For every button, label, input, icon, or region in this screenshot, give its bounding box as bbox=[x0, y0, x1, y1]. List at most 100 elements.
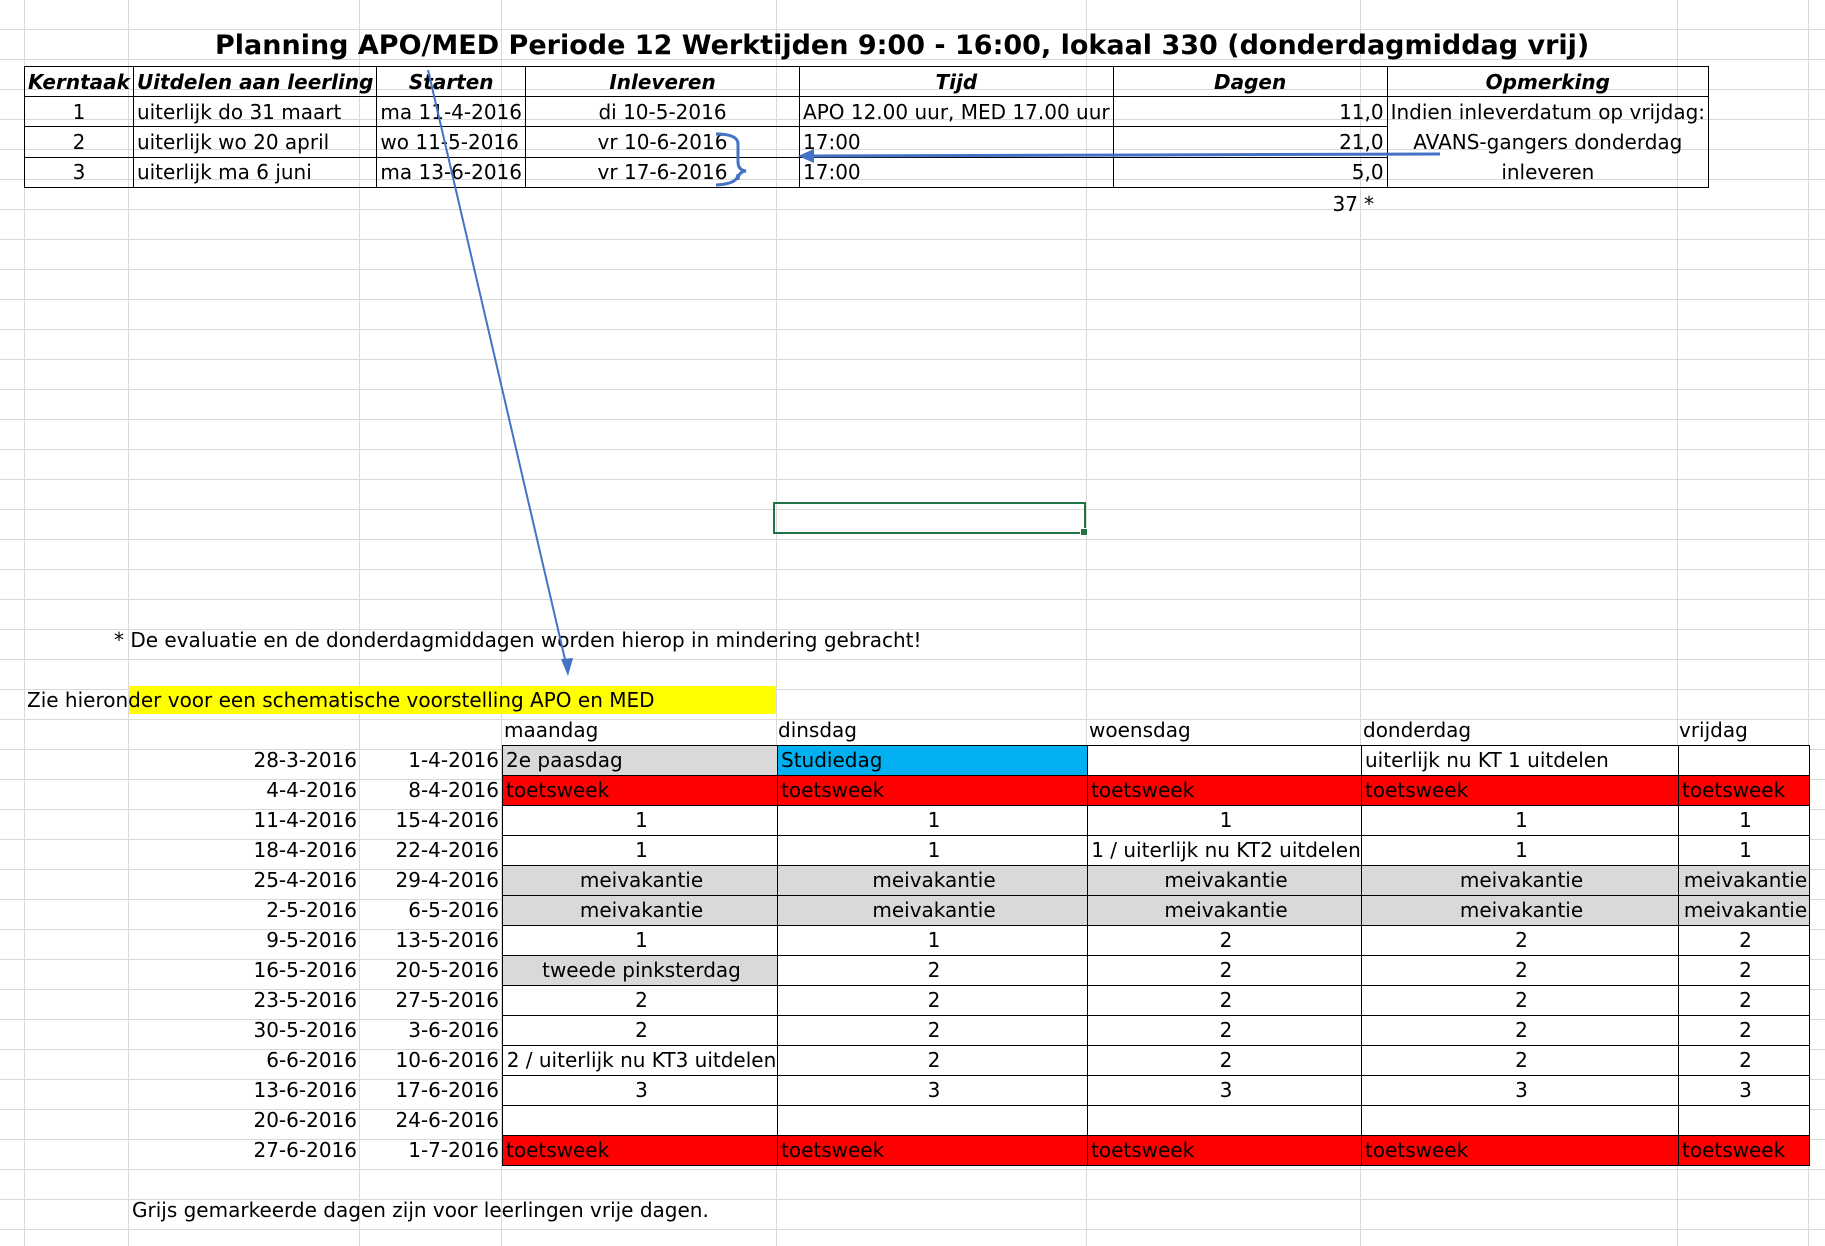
kerntaak-cell[interactable]: 3 bbox=[24, 156, 134, 189]
uitdelen-cell[interactable]: uiterlijk ma 6 juni bbox=[132, 156, 378, 189]
schedule-cell-dinsdag[interactable]: 1 bbox=[777, 805, 1088, 836]
schedule-cell-donderdag[interactable]: toetsweek bbox=[1361, 775, 1679, 806]
week-end-date[interactable]: 20-5-2016 bbox=[395, 958, 499, 982]
schedule-cell-woensdag[interactable]: meivakantie bbox=[1087, 895, 1362, 926]
week-start-date[interactable]: 30-5-2016 bbox=[253, 1018, 357, 1042]
schedule-cell-woensdag[interactable] bbox=[1087, 1105, 1362, 1136]
week-start-date[interactable]: 9-5-2016 bbox=[266, 928, 357, 952]
opmerking-line-2: AVANS-gangers donderdag bbox=[1413, 130, 1683, 154]
schedule-cell-vrijdag[interactable]: 2 bbox=[1678, 1015, 1810, 1046]
schedule-cell-maandag[interactable]: 1 bbox=[502, 805, 778, 836]
starten-cell[interactable]: wo 11-5-2016 bbox=[376, 126, 527, 158]
day-header-woensdag: woensdag bbox=[1089, 718, 1191, 742]
week-end-date[interactable]: 22-4-2016 bbox=[395, 838, 499, 862]
schedule-cell-vrijdag[interactable]: 2 bbox=[1678, 955, 1810, 986]
schedule-cell-donderdag[interactable]: toetsweek bbox=[1361, 1135, 1679, 1166]
week-start-date[interactable]: 20-6-2016 bbox=[253, 1108, 357, 1132]
col-header-dagen: Dagen bbox=[1112, 66, 1388, 97]
opmerking-line-3: inleveren bbox=[1501, 160, 1595, 184]
week-end-date[interactable]: 24-6-2016 bbox=[395, 1108, 499, 1132]
schedule-cell-woensdag[interactable]: 3 bbox=[1087, 1075, 1362, 1106]
week-end-date[interactable]: 27-5-2016 bbox=[395, 988, 499, 1012]
week-end-date[interactable]: 13-5-2016 bbox=[395, 928, 499, 952]
schedule-cell-maandag[interactable] bbox=[502, 1105, 778, 1136]
schedule-cell-donderdag[interactable]: uiterlijk nu KT 1 uitdelen bbox=[1361, 745, 1679, 776]
inleveren-cell[interactable]: di 10-5-2016 bbox=[525, 95, 801, 128]
schema-label[interactable]: Zie hieronder voor een schematische voor… bbox=[27, 688, 655, 712]
week-start-date[interactable]: 2-5-2016 bbox=[266, 898, 357, 922]
tijd-cell[interactable]: APO 12.00 uur, MED 17.00 uur bbox=[799, 95, 1114, 128]
schedule-cell-dinsdag[interactable]: 1 bbox=[777, 835, 1088, 866]
kerntaak-cell[interactable]: 1 bbox=[24, 95, 134, 128]
week-start-date[interactable]: 28-3-2016 bbox=[253, 748, 357, 772]
week-start-date[interactable]: 18-4-2016 bbox=[253, 838, 357, 862]
schedule-cell-woensdag[interactable]: meivakantie bbox=[1087, 865, 1362, 896]
week-start-date[interactable]: 13-6-2016 bbox=[253, 1078, 357, 1102]
diagonal-arrow-head bbox=[561, 658, 573, 676]
starten-cell[interactable]: ma 11-4-2016 bbox=[376, 95, 527, 128]
kerntaak-cell[interactable]: 2 bbox=[24, 126, 134, 158]
selected-cell[interactable] bbox=[773, 502, 1088, 536]
tijd-cell[interactable]: 17:00 bbox=[799, 156, 1114, 189]
week-start-date[interactable]: 6-6-2016 bbox=[266, 1048, 357, 1072]
schedule-cell-maandag[interactable]: toetsweek bbox=[502, 1135, 778, 1166]
week-end-date[interactable]: 10-6-2016 bbox=[395, 1048, 499, 1072]
page-title: Planning APO/MED Periode 12 Werktijden 9… bbox=[215, 30, 1590, 61]
week-start-date[interactable]: 4-4-2016 bbox=[266, 778, 357, 802]
schedule-cell-dinsdag[interactable]: meivakantie bbox=[777, 865, 1088, 896]
week-start-date[interactable]: 11-4-2016 bbox=[253, 808, 357, 832]
schedule-cell-dinsdag[interactable]: 1 bbox=[777, 925, 1088, 956]
schedule-cell-dinsdag[interactable]: toetsweek bbox=[777, 1135, 1088, 1166]
schedule-cell-donderdag[interactable]: 1 bbox=[1361, 835, 1679, 866]
schedule-cell-vrijdag[interactable] bbox=[1678, 1105, 1810, 1136]
week-end-date[interactable]: 8-4-2016 bbox=[408, 778, 499, 802]
fill-handle[interactable] bbox=[1080, 528, 1088, 536]
schedule-cell-vrijdag[interactable]: 1 bbox=[1678, 835, 1810, 866]
week-end-date[interactable]: 6-5-2016 bbox=[408, 898, 499, 922]
week-start-date[interactable]: 25-4-2016 bbox=[253, 868, 357, 892]
schedule-cell-vrijdag[interactable]: 2 bbox=[1678, 985, 1810, 1016]
uitdelen-cell[interactable]: uiterlijk wo 20 april bbox=[132, 126, 378, 158]
week-start-date[interactable]: 16-5-2016 bbox=[253, 958, 357, 982]
schedule-cell-dinsdag[interactable]: meivakantie bbox=[777, 895, 1088, 926]
schedule-cell-dinsdag[interactable]: 3 bbox=[777, 1075, 1088, 1106]
week-end-date[interactable]: 1-7-2016 bbox=[408, 1138, 499, 1162]
footnote: * De evaluatie en de donderdagmiddagen w… bbox=[114, 628, 922, 652]
schedule-cell-dinsdag[interactable]: 2 bbox=[777, 955, 1088, 986]
week-start-date[interactable]: 23-5-2016 bbox=[253, 988, 357, 1012]
col-header-kerntaak: Kerntaak bbox=[24, 66, 134, 97]
dagen-cell[interactable]: 5,0 bbox=[1112, 156, 1388, 189]
schedule-cell-vrijdag[interactable]: 2 bbox=[1678, 1045, 1810, 1076]
schedule-cell-vrijdag[interactable]: 2 bbox=[1678, 925, 1810, 956]
schedule-cell-vrijdag[interactable]: 1 bbox=[1678, 805, 1810, 836]
schedule-cell-donderdag[interactable]: 2 bbox=[1361, 985, 1679, 1016]
schedule-cell-donderdag[interactable]: 2 bbox=[1361, 925, 1679, 956]
schedule-cell-woensdag[interactable]: 2 bbox=[1087, 925, 1362, 956]
diagonal-arrow-line bbox=[427, 69, 568, 669]
week-end-date[interactable]: 3-6-2016 bbox=[408, 1018, 499, 1042]
schedule-cell-woensdag[interactable]: toetsweek bbox=[1087, 1135, 1362, 1166]
schedule-cell-maandag[interactable]: 2 / uiterlijk nu KT3 uitdelen bbox=[502, 1045, 778, 1076]
week-end-date[interactable]: 1-4-2016 bbox=[408, 748, 499, 772]
schedule-cell-donderdag[interactable]: meivakantie bbox=[1361, 865, 1679, 896]
schedule-cell-woensdag[interactable]: 2 bbox=[1087, 955, 1362, 986]
col-header-tijd: Tijd bbox=[799, 66, 1114, 97]
schedule-cell-vrijdag[interactable]: 3 bbox=[1678, 1075, 1810, 1106]
schedule-cell-dinsdag[interactable]: 2 bbox=[777, 1045, 1088, 1076]
schedule-cell-maandag[interactable]: meivakantie bbox=[502, 865, 778, 896]
total-days[interactable]: 37 bbox=[1332, 192, 1358, 216]
dagen-cell[interactable]: 21,0 bbox=[1112, 126, 1388, 158]
week-start-date[interactable]: 27-6-2016 bbox=[253, 1138, 357, 1162]
week-end-date[interactable]: 17-6-2016 bbox=[395, 1078, 499, 1102]
schedule-cell-maandag[interactable]: tweede pinksterdag bbox=[502, 955, 778, 986]
schedule-cell-maandag[interactable]: 3 bbox=[502, 1075, 778, 1106]
week-end-date[interactable]: 29-4-2016 bbox=[395, 868, 499, 892]
opmerking-cell[interactable]: Indien inleverdatum op vrijdag: AVANS-ga… bbox=[1386, 96, 1710, 188]
week-end-date[interactable]: 15-4-2016 bbox=[395, 808, 499, 832]
schedule-cell-woensdag[interactable]: 1 / uiterlijk nu KT2 uitdelen bbox=[1087, 835, 1362, 866]
schedule-cell-vrijdag[interactable]: toetsweek bbox=[1678, 1135, 1810, 1166]
inleveren-cell[interactable]: vr 17-6-2016 bbox=[525, 156, 801, 189]
schedule-cell-woensdag[interactable]: toetsweek bbox=[1087, 775, 1362, 806]
schedule-cell-donderdag[interactable]: 1 bbox=[1361, 805, 1679, 836]
